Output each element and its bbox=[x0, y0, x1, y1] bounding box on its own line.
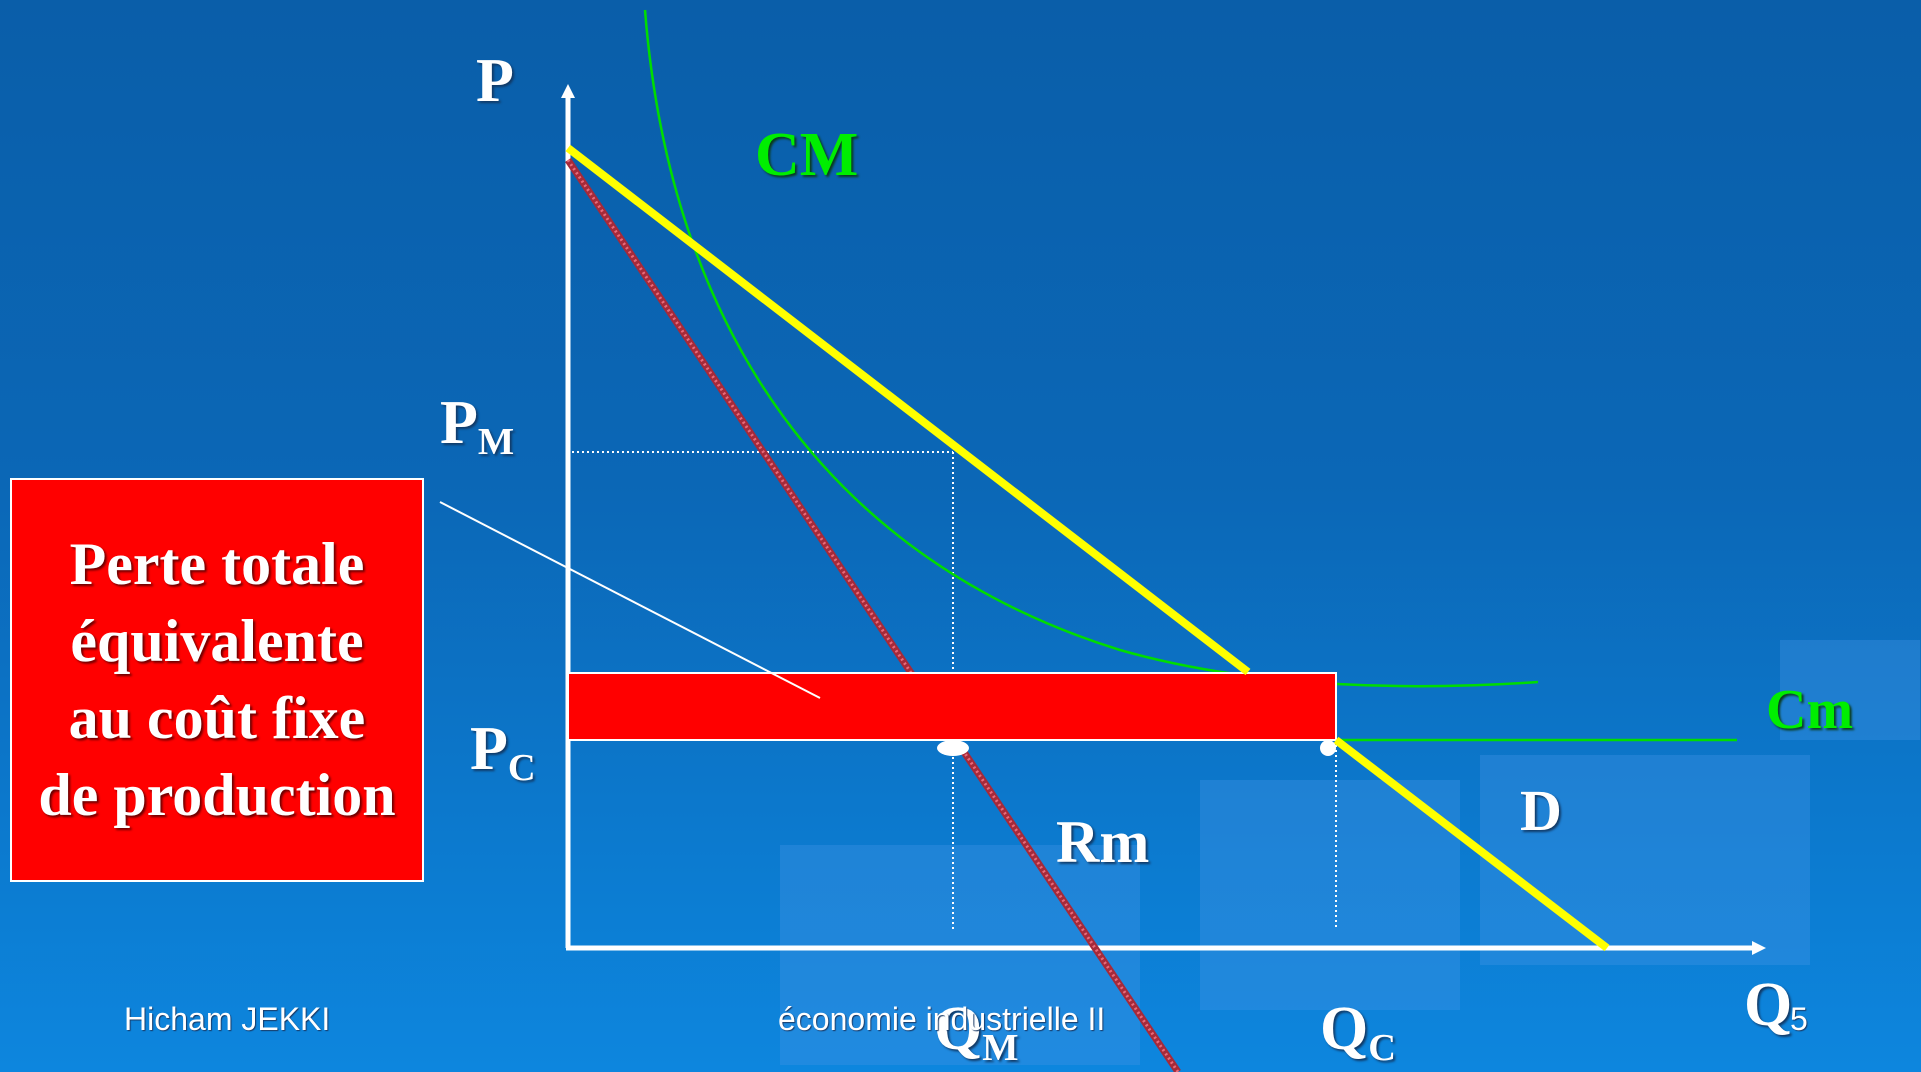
pc-label-base: P bbox=[470, 715, 508, 783]
demand-curve bbox=[565, 144, 1251, 676]
pc-label-sub: C bbox=[507, 746, 536, 789]
price-axis-label: P bbox=[476, 47, 514, 115]
fixed-cost-callout: Perte totale équivalente au coût fixe de… bbox=[10, 478, 424, 882]
pm-label: PM bbox=[440, 392, 514, 461]
average-cost-curve bbox=[643, 9, 1539, 688]
average-cost-label: CM bbox=[755, 121, 859, 189]
pc-label: PC bbox=[470, 718, 536, 787]
qc-label-sub: C bbox=[1368, 1026, 1396, 1069]
background-decoration bbox=[1780, 640, 1920, 740]
qm-label-sub: M bbox=[982, 1026, 1019, 1069]
qc-label: QC bbox=[1320, 998, 1396, 1067]
quantity-axis-arrow bbox=[1752, 941, 1766, 955]
competitive-quantity-dot bbox=[1320, 740, 1336, 756]
callout-pointer bbox=[439, 501, 821, 699]
loss-area bbox=[567, 672, 1337, 741]
monopoly-quantity-dot bbox=[937, 740, 969, 756]
marginal-cost-label: Cm bbox=[1766, 679, 1854, 741]
footer-author: Hicham JEKKI bbox=[124, 1001, 331, 1037]
background-decoration bbox=[780, 845, 1140, 1065]
callout-text: Perte totale équivalente au coût fixe de… bbox=[38, 531, 396, 828]
qm-label: QM bbox=[934, 998, 1019, 1067]
background-decoration bbox=[1480, 755, 1810, 965]
marginal-revenue-curve bbox=[565, 158, 1181, 1072]
qm-label-base: Q bbox=[934, 995, 983, 1063]
demand-curve-lower bbox=[1333, 736, 1610, 952]
demand-label: D bbox=[1520, 778, 1562, 843]
footer-course: économie industrielle II bbox=[778, 1001, 1106, 1037]
pm-label-sub: M bbox=[477, 420, 515, 463]
pm-label-base: P bbox=[440, 389, 478, 457]
background-decoration bbox=[1200, 780, 1460, 1010]
footer-page-number: 5 bbox=[1790, 1001, 1808, 1037]
marginal-revenue-label: Rm bbox=[1056, 809, 1150, 875]
qc-label-base: Q bbox=[1320, 995, 1369, 1063]
quantity-axis-label: Q bbox=[1744, 971, 1793, 1039]
price-axis-arrow bbox=[561, 84, 575, 98]
